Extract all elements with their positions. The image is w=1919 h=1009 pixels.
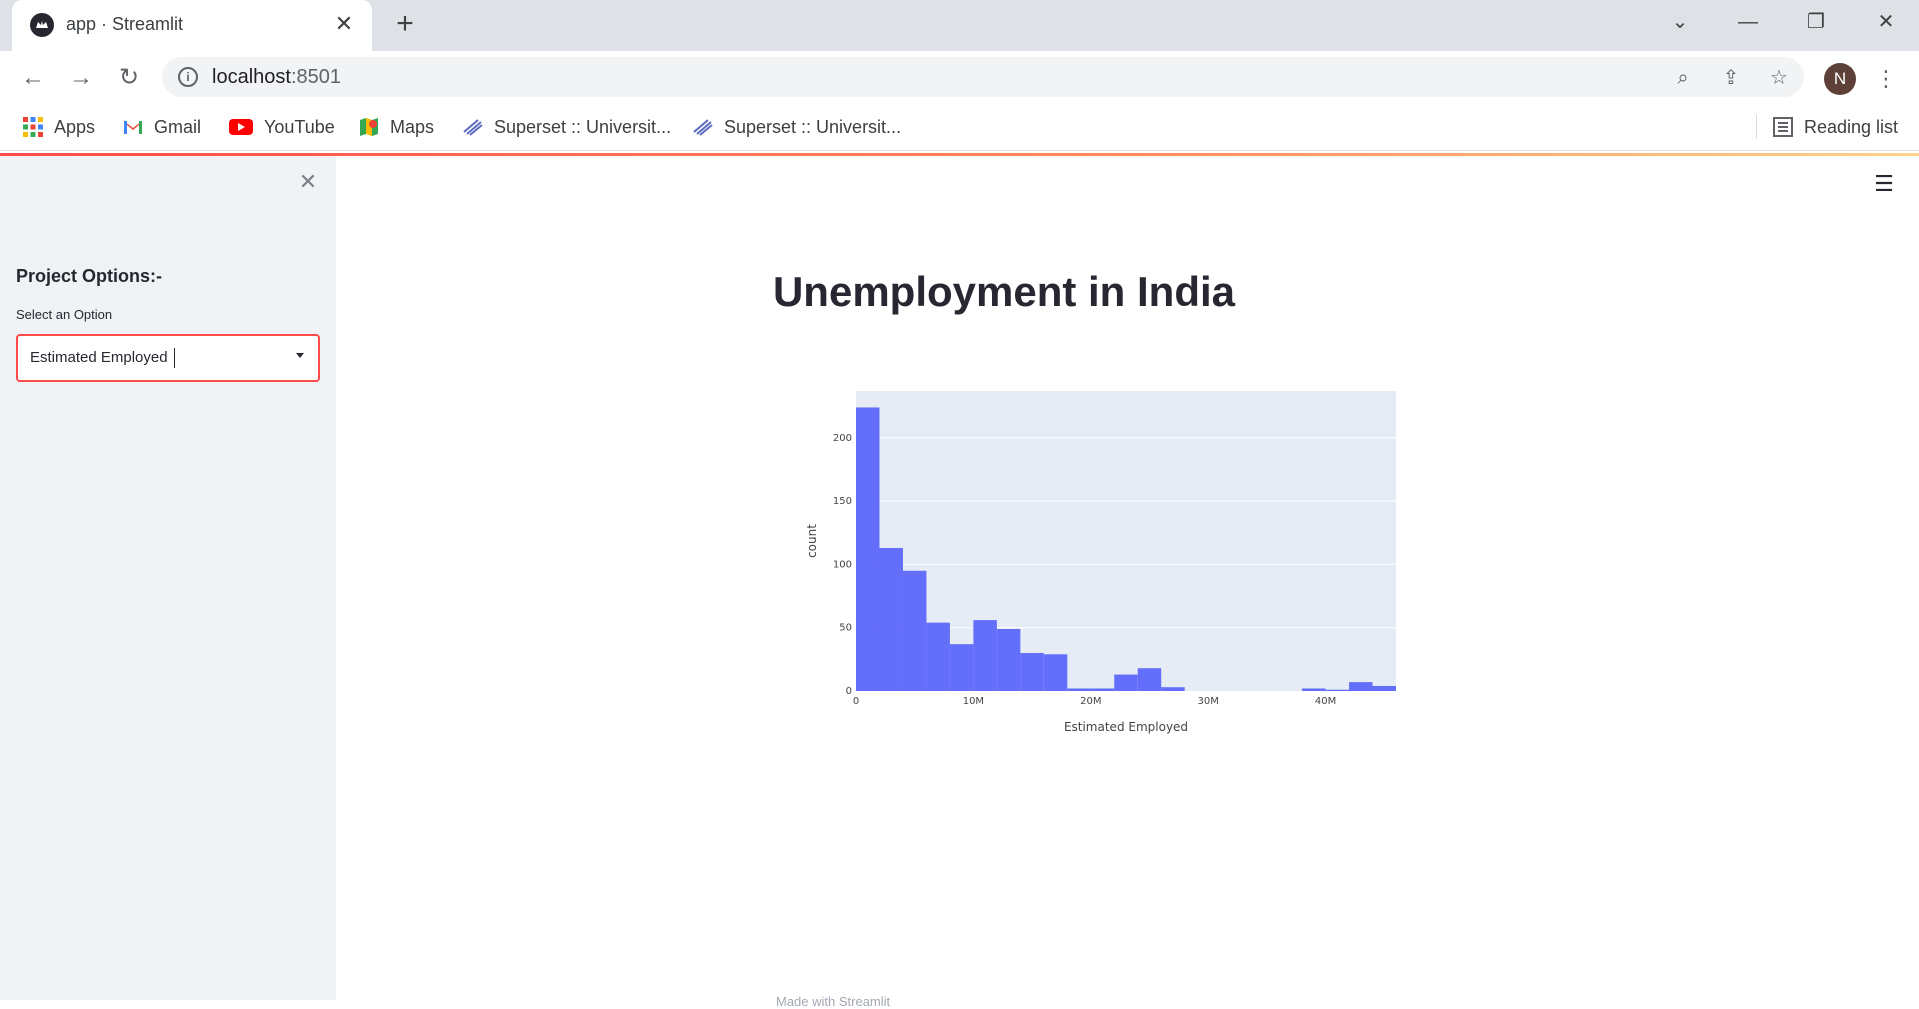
new-tab-icon[interactable]: + bbox=[396, 7, 414, 40]
histogram-bar bbox=[1090, 688, 1115, 691]
bookmark-star-icon[interactable]: ☆ bbox=[1770, 67, 1788, 89]
close-sidebar-icon[interactable]: ✕ bbox=[298, 169, 318, 194]
y-axis-label: count bbox=[805, 524, 819, 558]
select-value: Estimated Employed bbox=[30, 349, 168, 366]
tab-title: app · Streamlit bbox=[66, 14, 184, 34]
bookmark-youtube[interactable]: YouTube bbox=[228, 113, 335, 141]
reading-list-button[interactable]: Reading list bbox=[1772, 113, 1898, 141]
tab-search-icon[interactable]: ⌄ bbox=[1671, 11, 1689, 33]
histogram-chart[interactable]: 0 50 100 150 200 0 10M 20M 30M 40M Estimated Emplo… bbox=[790, 385, 1410, 755]
close-window-icon[interactable]: ✕ bbox=[1877, 11, 1895, 33]
histogram-bar bbox=[1067, 688, 1091, 691]
bookmark-label: Maps bbox=[390, 116, 435, 137]
histogram-bar bbox=[973, 620, 997, 691]
histogram-bar bbox=[1020, 653, 1044, 691]
histogram-bar bbox=[1302, 688, 1326, 691]
x-axis-label: Estimated Employed bbox=[1064, 720, 1188, 734]
y-tick-label: 0 bbox=[846, 686, 852, 697]
histogram-bar bbox=[949, 644, 974, 691]
superset-icon bbox=[462, 116, 484, 138]
site-info-icon[interactable]: i bbox=[178, 67, 198, 87]
superset-icon bbox=[692, 116, 714, 138]
address-bar[interactable]: i localhost:8501 ⌕ ⇪ ☆ bbox=[162, 57, 1804, 97]
bookmark-maps[interactable]: Maps bbox=[358, 113, 434, 141]
bookmark-superset-2[interactable]: Superset :: Universit... bbox=[692, 113, 901, 141]
browser-menu-icon[interactable]: ⋮ bbox=[1875, 66, 1897, 91]
histogram-bar bbox=[1161, 687, 1185, 691]
reload-icon[interactable]: ↻ bbox=[118, 64, 140, 91]
page-title: Unemployment in India bbox=[772, 268, 1236, 315]
hamburger-menu-icon[interactable]: ☰ bbox=[1874, 171, 1894, 196]
bookmark-gmail[interactable]: Gmail bbox=[122, 113, 201, 141]
browser-tab[interactable]: app · Streamlit ✕ bbox=[12, 0, 372, 51]
streamlit-favicon-icon bbox=[30, 13, 54, 37]
zoom-icon[interactable]: ⌕ bbox=[1677, 67, 1689, 89]
reading-list-label: Reading list bbox=[1804, 116, 1899, 137]
histogram-bar bbox=[856, 407, 880, 691]
minimize-icon[interactable]: — bbox=[1738, 11, 1758, 33]
x-tick-label: 40M bbox=[1315, 696, 1336, 707]
x-tick-label: 0 bbox=[853, 696, 859, 707]
histogram-bar bbox=[1043, 654, 1068, 691]
profile-avatar[interactable]: N bbox=[1824, 63, 1856, 95]
gmail-icon bbox=[122, 116, 144, 138]
footer-text: Made with Streamlit bbox=[776, 994, 891, 1009]
restore-icon[interactable]: ❐ bbox=[1807, 11, 1825, 33]
sidebar: ✕ Project Options:- Select an Option Est… bbox=[0, 156, 336, 1000]
bookmark-label: Apps bbox=[54, 116, 96, 137]
text-caret bbox=[174, 348, 175, 368]
url-text[interactable]: localhost:8501 bbox=[212, 66, 341, 88]
y-tick-label: 50 bbox=[839, 623, 852, 634]
maps-icon bbox=[358, 116, 380, 138]
bookmark-divider bbox=[1756, 115, 1757, 139]
youtube-icon bbox=[228, 116, 254, 138]
x-tick-label: 30M bbox=[1197, 696, 1218, 707]
share-icon[interactable]: ⇪ bbox=[1722, 67, 1740, 89]
x-tick-label: 10M bbox=[963, 696, 984, 707]
streamlit-decoration-bar bbox=[0, 153, 1919, 156]
close-tab-icon[interactable]: ✕ bbox=[334, 11, 354, 36]
x-tick-label: 20M bbox=[1080, 696, 1101, 707]
y-tick-label: 100 bbox=[833, 559, 852, 570]
bookmark-label: Superset :: Universit... bbox=[494, 116, 672, 137]
histogram-svg: 0 50 100 150 200 0 10M 20M 30M 40M Estimated Emplo… bbox=[805, 391, 1396, 734]
histogram-bar bbox=[879, 547, 903, 691]
forward-icon[interactable]: → bbox=[69, 64, 93, 91]
bookmarks-bar: Apps Gmail YouTube Maps Superset :: Univ… bbox=[0, 103, 1919, 151]
apps-grid-icon bbox=[22, 116, 44, 138]
back-icon[interactable]: ← bbox=[21, 64, 45, 91]
histogram-bar bbox=[1114, 674, 1138, 691]
bookmark-apps[interactable]: Apps bbox=[22, 113, 95, 141]
histogram-bar bbox=[902, 570, 927, 691]
histogram-bar bbox=[1372, 685, 1396, 691]
select-label: Select an Option bbox=[16, 307, 113, 322]
y-tick-label: 150 bbox=[833, 496, 852, 507]
bookmark-label: YouTube bbox=[264, 116, 335, 137]
bookmark-label: Superset :: Universit... bbox=[724, 116, 902, 137]
histogram-bar bbox=[1349, 682, 1373, 691]
browser-toolbar: ← → ↻ i localhost:8501 ⌕ ⇪ ☆ N ⋮ bbox=[0, 51, 1919, 103]
option-select[interactable]: Estimated Employed bbox=[16, 334, 320, 382]
bookmark-superset-1[interactable]: Superset :: Universit... bbox=[462, 113, 671, 141]
y-tick-label: 200 bbox=[833, 433, 852, 444]
histogram-bar bbox=[1325, 689, 1350, 691]
reading-list-icon bbox=[1772, 116, 1794, 138]
histogram-bar bbox=[926, 622, 950, 691]
browser-tabstrip: app · Streamlit ✕ + ⌄ — ❐ ✕ bbox=[0, 0, 1919, 51]
sidebar-heading: Project Options:- bbox=[16, 266, 163, 286]
histogram-bar bbox=[996, 628, 1021, 691]
chevron-down-icon[interactable] bbox=[296, 353, 304, 358]
bookmark-label: Gmail bbox=[154, 116, 202, 137]
histogram-bar bbox=[1137, 668, 1162, 691]
